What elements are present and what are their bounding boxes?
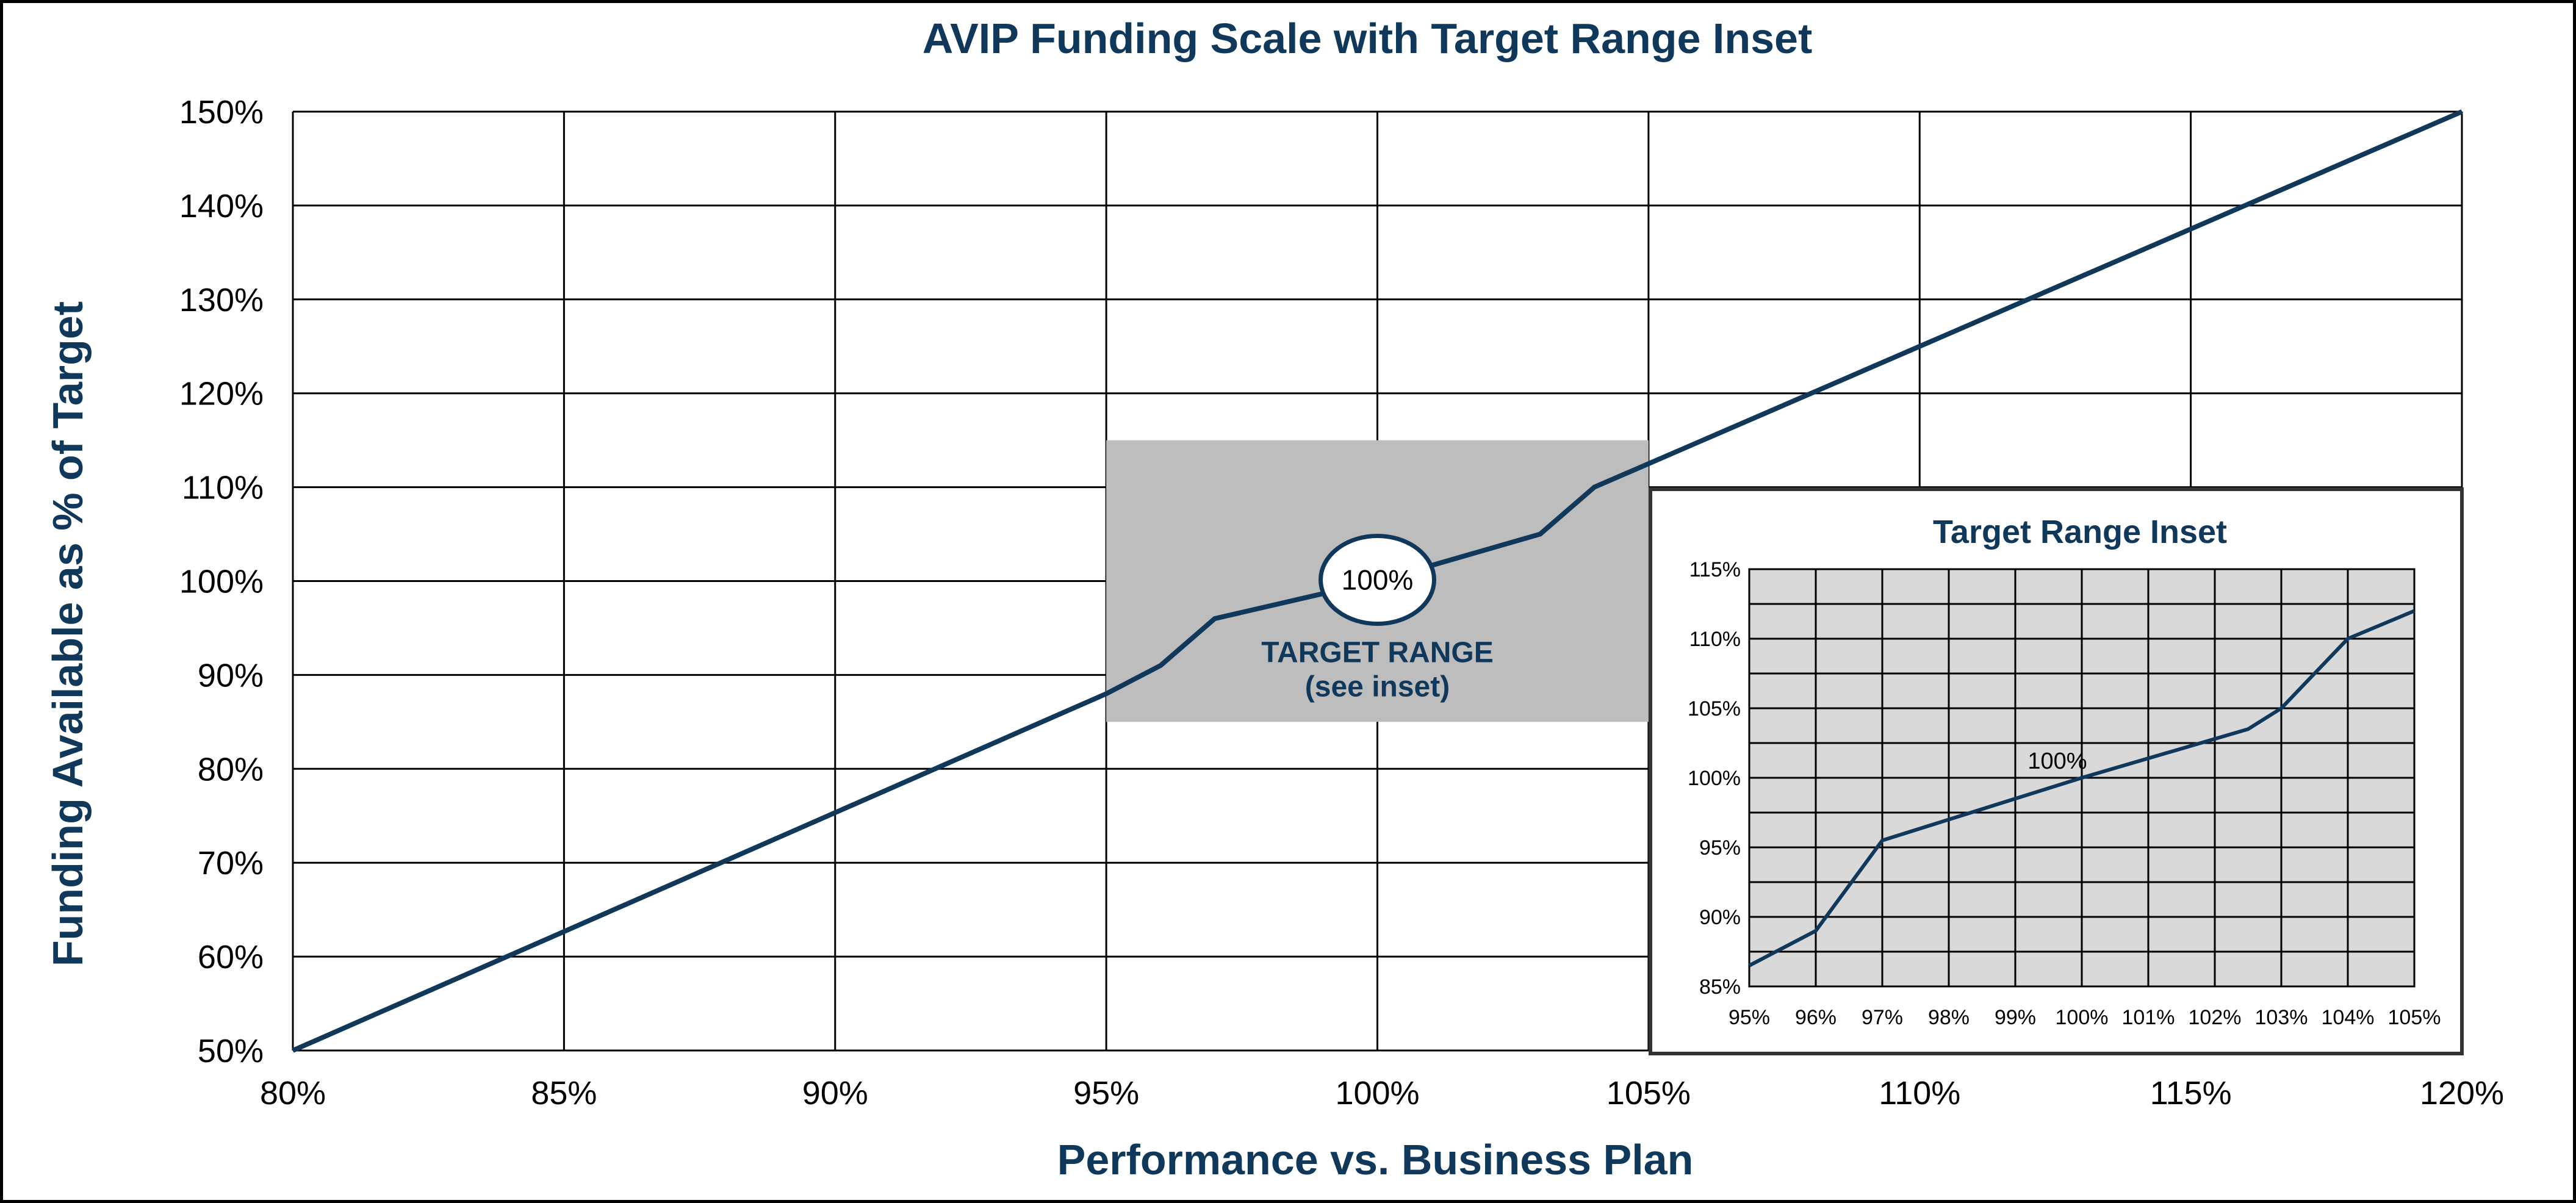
inset-x-tick-label: 101% xyxy=(2122,1006,2175,1029)
y-tick-label: 150% xyxy=(179,94,264,131)
inset-y-tick-label: 95% xyxy=(1699,836,1741,860)
x-tick-label: 115% xyxy=(2150,1075,2232,1111)
inset-x-tick-label: 103% xyxy=(2255,1006,2308,1029)
inset-x-tick-label: 96% xyxy=(1795,1006,1837,1029)
inset-y-tick-label: 110% xyxy=(1689,628,1741,651)
x-tick-label: 105% xyxy=(1606,1075,1691,1111)
x-tick-label: 80% xyxy=(260,1075,326,1111)
inset-callout-label: 100% xyxy=(2027,749,2087,774)
x-tick-label: 90% xyxy=(802,1075,868,1111)
chart-svg: AVIP Funding Scale with Target Range Ins… xyxy=(44,15,2504,1183)
target-range-label: TARGET RANGE xyxy=(1261,637,1493,669)
inset-title: Target Range Inset xyxy=(1933,514,2227,550)
inset-x-tick-label: 100% xyxy=(2056,1006,2109,1029)
y-tick-label: 130% xyxy=(179,282,264,318)
inset-grid xyxy=(1748,568,2416,988)
y-tick-label: 50% xyxy=(198,1033,264,1069)
inset-x-tick-label: 104% xyxy=(2322,1006,2375,1029)
y-tick-label: 100% xyxy=(179,564,264,600)
x-tick-label: 110% xyxy=(1879,1075,1960,1111)
y-tick-label: 90% xyxy=(198,657,264,694)
inset-funding-line xyxy=(1748,609,2416,968)
y-tick-label: 120% xyxy=(179,376,264,412)
chart-title: AVIP Funding Scale with Target Range Ins… xyxy=(923,15,1813,62)
funding-line xyxy=(292,109,2463,1053)
target-range-sublabel: (see inset) xyxy=(1305,671,1450,703)
y-tick-label: 60% xyxy=(198,939,264,975)
y-tick-label: 80% xyxy=(198,751,264,788)
inset-ticks: 95% 96% 97% 98% 99% 100% 101% 102% 103% 104% 105% 8… xyxy=(1688,558,2441,1029)
inset-x-tick-label: 98% xyxy=(1928,1006,1970,1029)
inset-y-tick-label: 85% xyxy=(1699,975,1741,999)
inset-y-tick-label: 105% xyxy=(1688,697,1741,720)
inset-x-tick-label: 102% xyxy=(2189,1006,2242,1029)
inset-y-tick-label: 115% xyxy=(1689,558,1741,581)
target-callout-label: 100% xyxy=(1342,564,1414,596)
y-tick-label: 140% xyxy=(179,188,264,224)
target-callout-ellipse xyxy=(1319,534,1436,626)
inset-y-tick-label: 100% xyxy=(1688,767,1741,790)
inset-x-tick-label: 97% xyxy=(1862,1006,1903,1029)
y-axis-title: Funding Available as % of Target xyxy=(44,301,92,966)
x-tick-label: 95% xyxy=(1073,1075,1139,1111)
inset-x-tick-label: 105% xyxy=(2388,1006,2441,1029)
inset-x-tick-label: 99% xyxy=(1995,1006,2036,1029)
main-ticks: 80% 85% 90% 95% 100% 105% 110% 115% 120% 50% 60% 70… xyxy=(179,94,2504,1111)
x-tick-label: 100% xyxy=(1335,1075,1419,1111)
inset-y-tick-label: 90% xyxy=(1699,906,1741,929)
x-axis-title: Performance vs. Business Plan xyxy=(1057,1136,1694,1183)
x-tick-label: 120% xyxy=(2420,1075,2504,1111)
inset-panel: Target Range Inset 95% 96% 97% 98% 99% 100% 10… xyxy=(1649,487,2464,1055)
inset-x-tick-label: 95% xyxy=(1729,1006,1770,1029)
x-tick-label: 85% xyxy=(531,1075,597,1111)
y-tick-label: 70% xyxy=(198,845,264,882)
y-tick-label: 110% xyxy=(182,470,264,506)
